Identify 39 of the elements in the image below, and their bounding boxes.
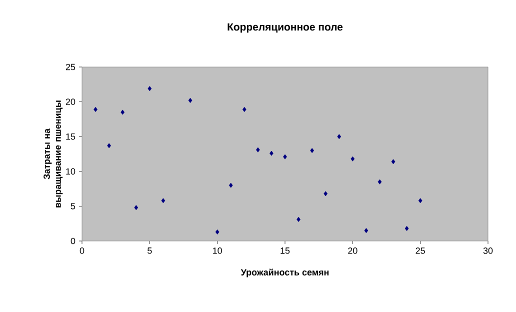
point [94, 106, 98, 112]
point [378, 179, 382, 184]
point [324, 191, 328, 196]
y-tick-label: 20 [66, 98, 76, 105]
y-tick-label: 10 [66, 168, 76, 175]
point [134, 205, 138, 210]
y-axis-title: Затраты на выращивание пшеницы [44, 100, 63, 208]
point [256, 147, 260, 152]
point [283, 154, 287, 160]
point [310, 148, 314, 154]
y-tick-label: 0 [70, 238, 76, 244]
point [120, 110, 125, 115]
y-tick-label: 5 [70, 203, 76, 210]
point [337, 134, 342, 140]
point [391, 159, 396, 164]
point [188, 98, 192, 103]
point [350, 156, 355, 162]
point [270, 150, 274, 156]
point [242, 106, 246, 112]
point [148, 86, 152, 92]
x-tick-label: 25 [416, 248, 425, 254]
x-tick-label: 20 [348, 248, 358, 254]
point [228, 182, 233, 188]
x-axis-title: Урожайность семян [240, 268, 329, 278]
y-tick-label: 15 [66, 133, 76, 140]
point [418, 198, 422, 204]
point [404, 226, 409, 231]
chart-title: Корреляционное поле [228, 23, 343, 33]
x-tick-label: 15 [280, 248, 290, 254]
point [107, 143, 111, 148]
x-tick-label: 5 [148, 248, 152, 254]
y-tick-label: 25 [66, 64, 76, 70]
point [215, 229, 220, 234]
x-tick-label: 0 [80, 248, 84, 254]
point [296, 216, 300, 222]
x-tick-label: 10 [213, 248, 222, 254]
point [364, 228, 368, 234]
x-tick-label: 30 [483, 248, 493, 254]
point [161, 198, 166, 204]
